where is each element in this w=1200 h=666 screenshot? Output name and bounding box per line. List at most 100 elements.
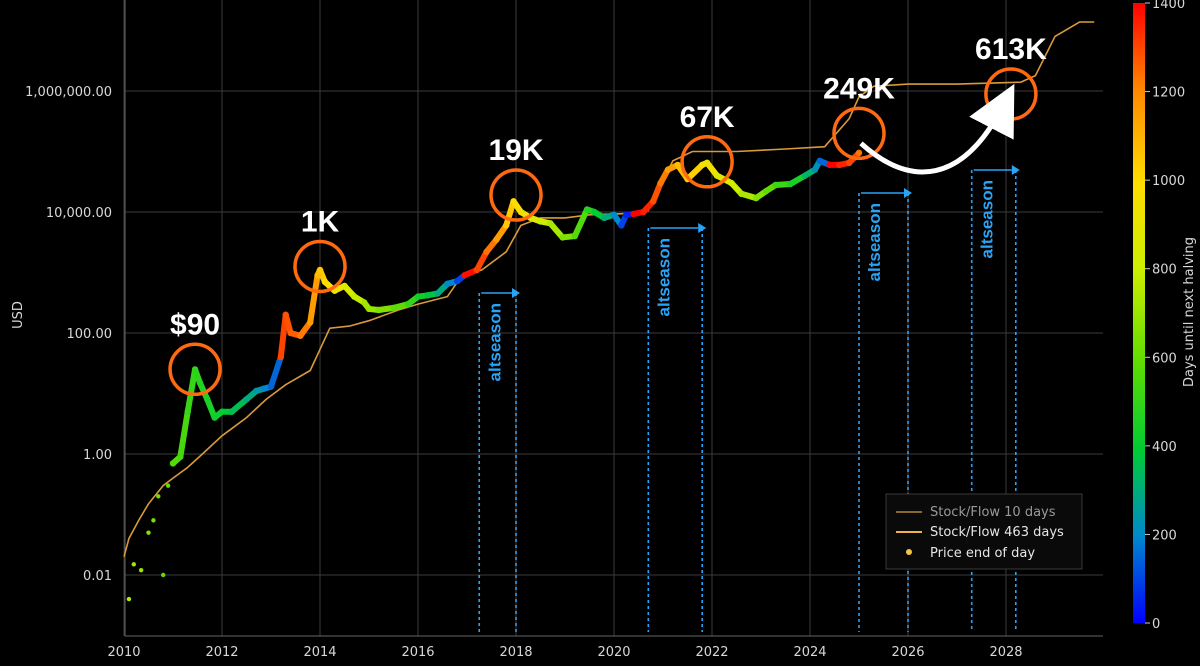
price-point [204, 396, 211, 403]
price-segment [307, 272, 321, 326]
colorbar-title: Days until next halving [1182, 237, 1197, 387]
peak-label: 613K [975, 33, 1047, 66]
y-tick-label: 1,000,000.00 [25, 85, 112, 100]
price-point [657, 179, 664, 187]
price-point [405, 300, 412, 308]
price-point [131, 562, 136, 567]
altseason-arrow-head [1011, 165, 1020, 175]
colorbar-tick-label: 200 [1152, 528, 1177, 543]
price-point [583, 206, 591, 213]
x-tick-label: 2018 [499, 645, 532, 660]
price-segment [650, 180, 664, 205]
price-point [752, 194, 760, 202]
peak-annotations: $90 1K 19K 67K 249K 613K [168, 33, 1047, 397]
price-point [836, 161, 843, 169]
price-point [365, 305, 373, 313]
y-tick-label: 100.00 [67, 327, 113, 342]
price-point [493, 236, 500, 243]
colorbar-tick-label: 1000 [1152, 174, 1185, 189]
price-point [623, 211, 630, 218]
price-point [846, 159, 853, 167]
y-tick-label: 1.00 [83, 448, 112, 463]
x-tick-label: 2022 [695, 645, 728, 660]
price-point [314, 272, 321, 279]
price-point [146, 530, 151, 535]
price-point [699, 161, 706, 169]
price-point [454, 277, 461, 285]
price-point [826, 161, 833, 169]
price-point [277, 353, 284, 361]
price-point [855, 149, 863, 157]
price-point [537, 218, 544, 225]
price-point [811, 166, 819, 173]
legend-label-sf463: Stock/Flow 463 days [930, 525, 1064, 540]
price-point [424, 292, 431, 299]
projection-arrow [859, 83, 1015, 175]
peak-circle [168, 342, 222, 397]
price-point [618, 222, 625, 229]
price-segment [503, 198, 517, 229]
x-tick-label: 2020 [597, 645, 630, 660]
price-point [161, 572, 166, 578]
price-point [414, 293, 422, 300]
price-point [287, 329, 294, 337]
price-point [713, 172, 721, 179]
price-point [282, 311, 289, 318]
legend-label-sf10: Stock/Flow 10 days [930, 505, 1056, 520]
price-point [483, 248, 490, 255]
y-axis-title: USD [11, 301, 26, 329]
price-segment [473, 248, 490, 273]
peak-circle [489, 168, 543, 222]
x-tick-label: 2028 [989, 645, 1022, 660]
price-point [591, 208, 598, 216]
price-point [547, 220, 554, 227]
price-segment [684, 161, 706, 183]
projection-arrow-path [859, 83, 1015, 175]
price-point [772, 181, 779, 189]
price-point [444, 280, 451, 288]
peak-circle [832, 106, 886, 161]
colorbar-tick-label: 0 [1152, 617, 1160, 632]
peak-label: 249K [823, 72, 895, 105]
peak-label: 1K [301, 205, 340, 238]
y-axis-ticks: 0.01 1.00 100.00 10,000.00 1,000,000.00 [25, 85, 112, 584]
price-point [156, 494, 161, 499]
price-point [177, 453, 184, 460]
price-point [165, 483, 171, 488]
price-segment [177, 408, 191, 460]
peak-label: $90 [170, 308, 220, 341]
price-point [260, 385, 267, 392]
price-point [664, 166, 672, 173]
price-point [787, 180, 794, 188]
price-point [297, 332, 304, 339]
price-point [126, 596, 132, 602]
price-end-of-day-series [126, 149, 863, 602]
price-point [360, 299, 368, 306]
price-point [674, 161, 681, 169]
price-point [601, 214, 608, 222]
price-point [341, 282, 348, 290]
price-point [728, 179, 735, 187]
colorbar-tick-label: 400 [1152, 440, 1177, 455]
price-point [228, 408, 235, 415]
price-point [169, 460, 177, 467]
peak-label: 67K [680, 101, 735, 134]
peak-label: 19K [488, 134, 543, 167]
price-point [307, 319, 314, 326]
price-point [138, 568, 144, 573]
altseason-arrow-head [512, 288, 520, 298]
price-point [801, 172, 809, 179]
price-point [184, 408, 191, 415]
stock-flow-463-series [123, 21, 1095, 558]
y-tick-label: 0.01 [83, 569, 112, 584]
altseason-arrow-head [698, 223, 707, 233]
price-point [211, 414, 218, 421]
colorbar-tick-label: 600 [1152, 351, 1177, 366]
price-point [151, 518, 156, 523]
price-point [191, 366, 199, 373]
altseason-label: altseason [485, 303, 504, 381]
price-point [816, 157, 823, 165]
price-point [630, 210, 637, 218]
colorbar-tick-label: 1200 [1152, 86, 1185, 101]
